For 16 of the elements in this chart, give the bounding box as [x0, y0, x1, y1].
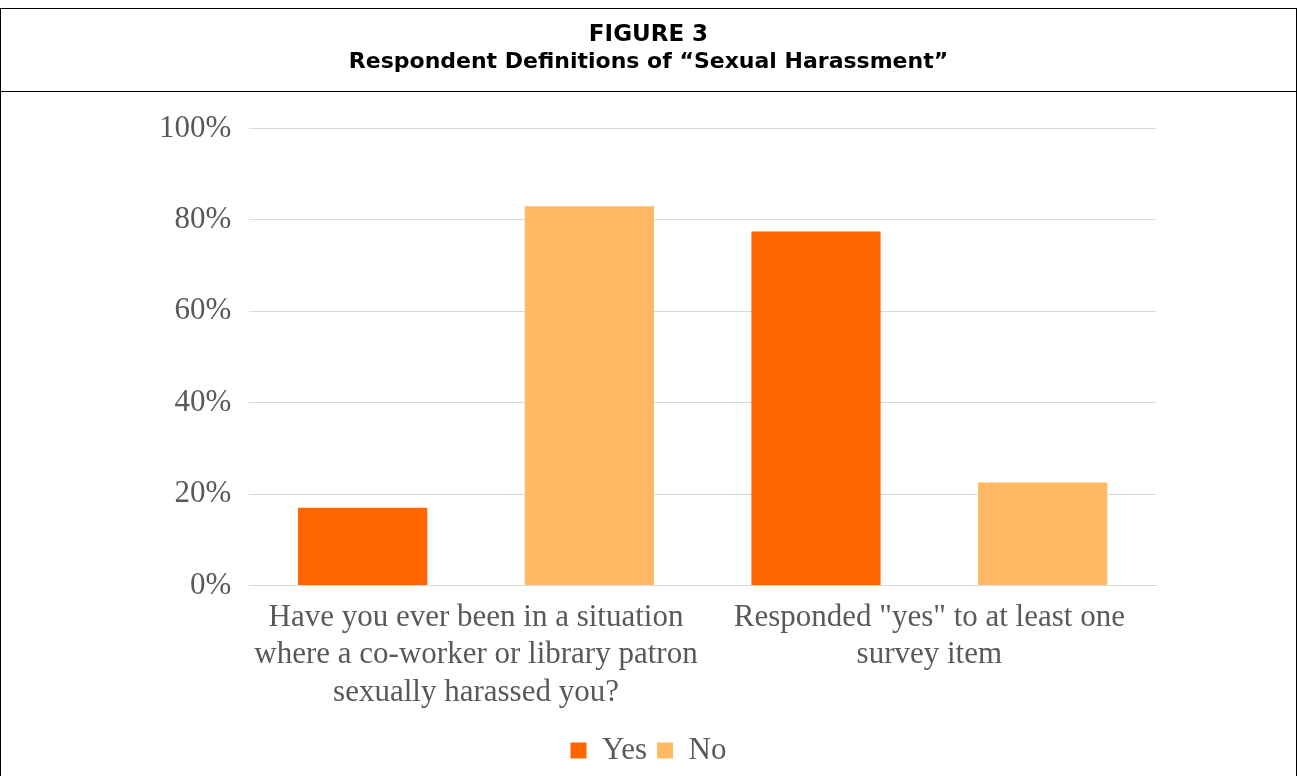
- legend-label: No: [688, 730, 727, 766]
- x-tick-label: Have you ever been in a situation where a co-worker or library patron sexually harassed you?: [254, 598, 699, 708]
- y-tick-label: 40%: [174, 382, 232, 418]
- y-tick-label: 0%: [190, 565, 232, 601]
- chart-title: FIGURE 3: [587, 19, 710, 47]
- y-tick-label: 60%: [174, 291, 232, 327]
- y-tick-label: 20%: [174, 474, 232, 510]
- y-tick-label: 80%: [174, 200, 232, 236]
- y-tick-label: 100%: [159, 108, 232, 144]
- bar: [298, 507, 428, 585]
- legend-label: Yes: [602, 730, 648, 766]
- bar: [524, 206, 654, 585]
- bar: [751, 231, 881, 585]
- chart-subtitle: Respondent Definitions of “Sexual Harassment”: [347, 47, 950, 75]
- x-tick-label: Responded "yes" to at least one survey item: [733, 598, 1125, 671]
- bar: [978, 482, 1108, 585]
